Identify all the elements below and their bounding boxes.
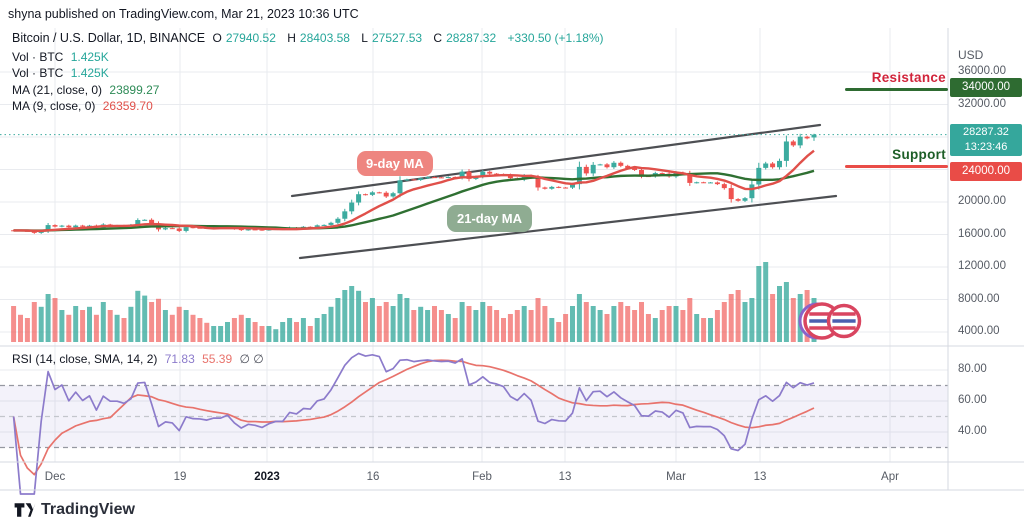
time-tick: Apr	[881, 471, 899, 483]
ohlc-open-key: O	[212, 31, 222, 45]
last-price-value: 28287.32	[963, 126, 1009, 138]
currency-label: USD	[958, 48, 984, 62]
volume-label: Vol · BTC	[12, 66, 64, 80]
ma21-legend: MA (21, close, 0) 23899.27	[12, 83, 163, 97]
price-tick: 8000.00	[958, 292, 1000, 305]
rsi-empty-values: ∅ ∅	[239, 352, 264, 366]
price-tick: 32000.00	[958, 97, 1006, 110]
rsi-label: RSI (14, close, SMA, 14, 2)	[12, 352, 158, 366]
price-tick: 16000.00	[958, 227, 1006, 240]
price-tick: 4000.00	[958, 325, 1000, 337]
ohlc-high-value: 28403.58	[299, 31, 350, 45]
change-value: +330.50 (+1.18%)	[507, 31, 604, 45]
time-tick: Feb	[472, 471, 492, 483]
ma21-label: MA (21, close, 0)	[12, 83, 103, 97]
rsi-value: 71.83	[164, 352, 195, 366]
ma21-callout: 21-day MA	[447, 205, 533, 232]
resistance-label: Resistance	[871, 70, 946, 85]
price-tick: 12000.00	[958, 260, 1006, 272]
time-tick: 2023	[254, 471, 280, 483]
tradingview-icon[interactable]	[14, 501, 36, 519]
support-label: Support	[892, 147, 946, 162]
tradingview-brand[interactable]: TradingView	[41, 501, 135, 518]
time-tick: 13	[558, 471, 572, 483]
ohlc-close-value: 28287.32	[446, 31, 497, 45]
ohlc-close-key: C	[433, 31, 443, 45]
ohlc-high-key: H	[287, 31, 296, 45]
volume-legend-2: Vol · BTC 1.425K	[12, 66, 113, 80]
time-tick: 19	[173, 471, 187, 483]
volume-value: 1.425K	[70, 66, 109, 80]
ma9-value: 26359.70	[102, 99, 153, 113]
resistance-line	[845, 88, 948, 91]
ma9-callout: 9-day MA	[357, 151, 433, 176]
time-tick: 13	[753, 471, 767, 483]
last-price-badge: 28287.32 13:23:46	[950, 124, 1022, 156]
ma9-legend: MA (9, close, 0) 26359.70	[12, 99, 157, 113]
byline: shyna published on TradingView.com, Mar …	[8, 7, 359, 21]
price-tick: 20000.00	[958, 195, 1006, 207]
symbol-title: Bitcoin / U.S. Dollar, 1D, BINANCE	[12, 31, 206, 45]
support-price-badge: 24000.00	[950, 162, 1022, 181]
ohlc-open-value: 27940.52	[225, 31, 276, 45]
volume-label: Vol · BTC	[12, 50, 64, 64]
rsi-tick: 80.00	[958, 363, 987, 375]
rsi-sma-value: 55.39	[202, 352, 233, 366]
rsi-legend: RSI (14, close, SMA, 14, 2) 71.83 55.39 …	[12, 352, 268, 366]
ohlc-low-value: 27527.53	[371, 31, 423, 45]
volume-legend-1: Vol · BTC 1.425K	[12, 50, 113, 64]
bar-countdown: 13:23:46	[964, 141, 1008, 153]
ma21-value: 23899.27	[109, 83, 160, 97]
time-tick: Mar	[666, 471, 686, 483]
rsi-tick: 60.00	[958, 394, 987, 406]
rsi-tick: 40.00	[958, 425, 987, 437]
support-line	[845, 165, 948, 168]
price-tick: 36000.00	[958, 65, 1006, 77]
symbol-legend: Bitcoin / U.S. Dollar, 1D, BINANCE O 2794…	[12, 31, 608, 45]
time-tick: Dec	[44, 471, 66, 483]
resistance-price-badge: 34000.00	[950, 78, 1022, 97]
volume-value: 1.425K	[70, 50, 109, 64]
ma9-label: MA (9, close, 0)	[12, 99, 96, 113]
time-tick: 16	[366, 471, 380, 483]
ohlc-low-key: L	[361, 31, 368, 45]
